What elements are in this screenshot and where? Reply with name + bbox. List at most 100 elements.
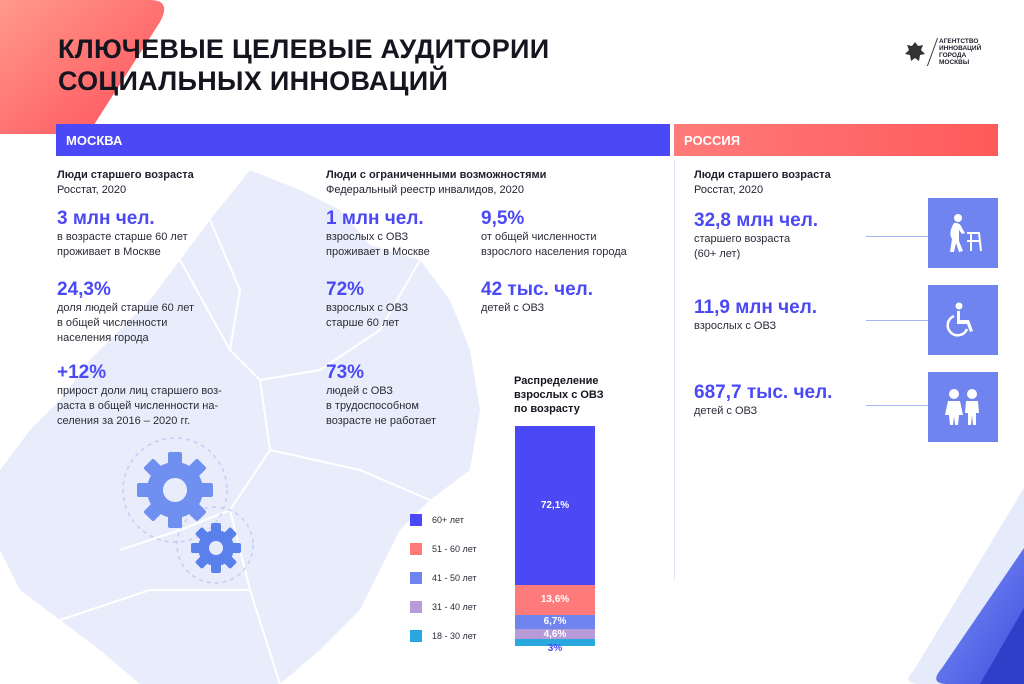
gear-icon-large bbox=[137, 452, 213, 528]
stat-value: 73% bbox=[326, 362, 365, 383]
moscow-map-background bbox=[0, 170, 480, 684]
legend-item: 51 - 60 лет bbox=[410, 543, 477, 555]
corner-decoration-top-left bbox=[0, 0, 165, 134]
stat-block: +12% прирост доли лиц старшего воз- раст… bbox=[57, 362, 222, 429]
section-divider bbox=[674, 160, 675, 580]
legend-item: 18 - 30 лет bbox=[410, 630, 477, 642]
elderly-person-icon bbox=[950, 214, 982, 252]
legend-swatch bbox=[410, 514, 422, 526]
stat-desc: старше 60 лет bbox=[326, 317, 400, 329]
logo-text: АГЕНТСТВО ИННОВАЦИЙ ГОРОДА МОСКВЫ bbox=[939, 38, 982, 66]
moscow-elderly-source: Росстат, 2020 bbox=[57, 184, 127, 196]
bar-segment-label: 6,7% bbox=[543, 616, 567, 628]
bar-segment-label: 72,1% bbox=[540, 499, 570, 511]
stat-block: 687,7 тыс. чел. детей с ОВЗ bbox=[694, 382, 832, 419]
stat-value: 687,7 тыс. чел. bbox=[694, 382, 833, 403]
page-title: КЛЮЧЕВЫЕ ЦЕЛЕВЫЕ АУДИТОРИИ СОЦИАЛЬНЫХ ИН… bbox=[58, 33, 549, 97]
bar-segment-label: 3% bbox=[547, 643, 563, 655]
legend-label: 51 - 60 лет bbox=[432, 544, 477, 554]
wheelchair-icon bbox=[946, 302, 973, 337]
wheelchair-icon-box bbox=[928, 285, 998, 355]
stat-block: 32,8 млн чел. старшего возраста (60+ лет… bbox=[694, 210, 818, 262]
stat-desc: проживает в Москве bbox=[57, 246, 161, 258]
chart-title: Распределение взрослых с ОВЗ по возрасту bbox=[514, 375, 604, 415]
stat-desc: взрослых с ОВЗ bbox=[326, 231, 409, 243]
stat-desc: возрасте не работает bbox=[326, 415, 437, 427]
stat-desc: детей с ОВЗ bbox=[694, 405, 758, 417]
stat-desc: в возрасте старше 60 лет bbox=[57, 231, 188, 243]
stat-block: 3 млн чел. в возрасте старше 60 лет прож… bbox=[57, 208, 188, 260]
stat-desc: проживает в Москве bbox=[326, 246, 430, 258]
stat-desc: в трудоспособном bbox=[326, 400, 419, 412]
page-title-line1: КЛЮЧЕВЫЕ ЦЕЛЕВЫЕ АУДИТОРИИ bbox=[58, 34, 550, 64]
russia-header: Люди старшего возраста Росстат, 2020 bbox=[694, 168, 831, 198]
chart-legend: 60+ лет 51 - 60 лет 41 - 50 лет 31 - 40 лет… bbox=[410, 514, 477, 642]
agency-logo: АГЕНТСТВО ИННОВАЦИЙ ГОРОДА МОСКВЫ bbox=[904, 38, 982, 66]
moscow-disabled-source: Федеральный реестр инвалидов, 2020 bbox=[326, 184, 524, 196]
stat-block: 11,9 млн чел. взрослых с ОВЗ bbox=[694, 297, 817, 334]
legend-label: 31 - 40 лет bbox=[432, 602, 477, 612]
legend-label: 41 - 50 лет bbox=[432, 573, 477, 583]
bar-segment: 13,6% bbox=[515, 584, 595, 615]
elderly-person-icon-box bbox=[928, 198, 998, 268]
corner-decoration-bottom-right bbox=[908, 488, 1024, 684]
stat-desc: взрослого населения города bbox=[481, 246, 627, 258]
stat-value: 9,5% bbox=[481, 208, 525, 229]
stat-desc: людей с ОВЗ bbox=[326, 385, 393, 397]
stat-desc: от общей численности bbox=[481, 231, 597, 243]
stat-value: 42 тыс. чел. bbox=[481, 279, 594, 300]
legend-swatch bbox=[410, 630, 422, 642]
stat-block: 42 тыс. чел. детей с ОВЗ bbox=[481, 279, 593, 316]
stat-desc: взрослых с ОВЗ bbox=[694, 320, 777, 332]
stat-desc: взрослых с ОВЗ bbox=[326, 302, 409, 314]
moscow-emblem-icon bbox=[905, 42, 925, 61]
russia-heading: Люди старшего возраста bbox=[694, 169, 831, 181]
stat-desc: старшего возраста bbox=[694, 233, 791, 245]
stat-block: 1 млн чел. взрослых с ОВЗ проживает в Мо… bbox=[326, 208, 430, 260]
page-title-line2: СОЦИАЛЬНЫХ ИННОВАЦИЙ bbox=[58, 66, 449, 96]
bar-segment-label: 4,6% bbox=[543, 628, 567, 640]
section-bar-moscow: МОСКВА bbox=[56, 124, 670, 156]
stat-block: 24,3% доля людей старше 60 лет в общей ч… bbox=[57, 279, 194, 346]
stat-value: +12% bbox=[57, 362, 107, 383]
stat-desc: (60+ лет) bbox=[694, 248, 741, 260]
moscow-elderly-heading: Люди старшего возраста bbox=[57, 169, 194, 181]
stacked-bar: 72,1% 13,6% 6,7% 4,6% 3% bbox=[515, 426, 595, 654]
stat-value: 11,9 млн чел. bbox=[694, 297, 818, 318]
moscow-elderly-header: Люди старшего возраста Росстат, 2020 bbox=[57, 168, 194, 198]
legend-item: 60+ лет bbox=[410, 514, 477, 526]
stat-block: 9,5% от общей численности взрослого насе… bbox=[481, 208, 627, 260]
legend-item: 31 - 40 лет bbox=[410, 601, 477, 613]
legend-swatch bbox=[410, 572, 422, 584]
legend-swatch bbox=[410, 601, 422, 613]
stat-block: 72% взрослых с ОВЗ старше 60 лет bbox=[326, 279, 408, 331]
stat-desc: раста в общей численности на- bbox=[57, 400, 219, 412]
children-icon-box bbox=[928, 372, 998, 442]
moscow-disabled-header: Люди с ограниченными возможностями Федер… bbox=[326, 168, 546, 198]
bar-segment: 4,6% bbox=[515, 628, 595, 640]
gear-icon-small bbox=[191, 523, 241, 573]
stat-value: 24,3% bbox=[57, 279, 111, 300]
stat-block: 73% людей с ОВЗ в трудоспособном возраст… bbox=[326, 362, 436, 429]
stat-desc: в общей численности bbox=[57, 317, 168, 329]
russia-source: Росстат, 2020 bbox=[694, 184, 764, 196]
stat-desc: детей с ОВЗ bbox=[481, 302, 545, 314]
legend-label: 60+ лет bbox=[432, 515, 464, 525]
legend-item: 41 - 50 лет bbox=[410, 572, 477, 584]
section-label-russia: РОССИЯ bbox=[684, 132, 741, 148]
children-icon bbox=[945, 389, 979, 425]
stat-desc: прирост доли лиц старшего воз- bbox=[57, 385, 222, 397]
logo-divider bbox=[926, 38, 939, 66]
bar-segment: 72,1% bbox=[515, 426, 595, 585]
bar-segment: 6,7% bbox=[515, 614, 595, 630]
connector-line bbox=[866, 405, 928, 406]
stat-desc: доля людей старше 60 лет bbox=[57, 302, 195, 314]
legend-swatch bbox=[410, 543, 422, 555]
bar-segment-label: 13,6% bbox=[540, 594, 570, 606]
stat-desc: населения города bbox=[57, 332, 149, 344]
stat-desc: селения за 2016 – 2020 гг. bbox=[57, 415, 191, 427]
stat-value: 72% bbox=[326, 279, 365, 300]
stat-value: 1 млн чел. bbox=[326, 208, 424, 229]
connector-line bbox=[866, 236, 928, 237]
moscow-disabled-heading: Люди с ограниченными возможностями bbox=[326, 169, 547, 181]
